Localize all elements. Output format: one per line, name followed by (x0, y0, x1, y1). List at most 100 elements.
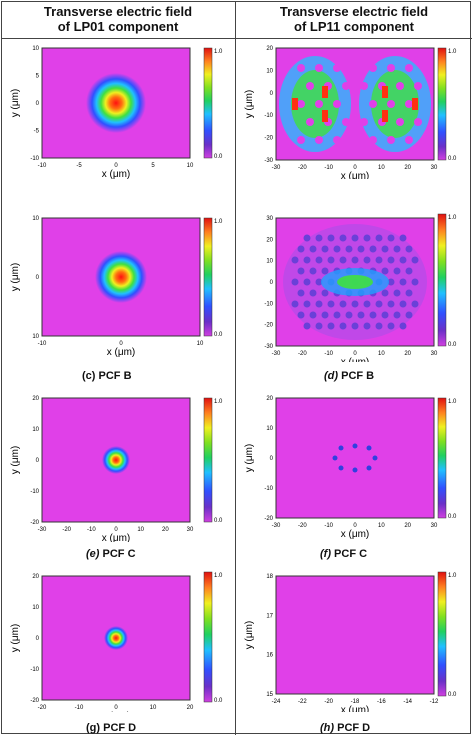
air-hole (309, 245, 317, 253)
x-axis-label: x (μm) (107, 347, 136, 358)
y-tick-label: 0 (270, 456, 274, 462)
y-tick-label: 20 (266, 396, 273, 402)
air-hole (352, 443, 358, 449)
air-hole (387, 64, 395, 72)
x-tick-label: -30 (272, 165, 281, 171)
x-axis-label: x (μm) (102, 169, 131, 179)
x-tick-label: -20 (62, 527, 71, 533)
air-hole (369, 245, 377, 253)
field-panel-8: 1.0 0.0 18 17 16 15 -24 -22 -20 -18 -16 -14 -12 x (μm… (238, 568, 463, 734)
x-tick-label: -24 (272, 699, 281, 705)
field-panel-5: 1.0 0.0 20 10 0 -10 -20 -30 -20 -10 0 10 20 30 x (μm) y… (4, 390, 229, 560)
panel-caption: (f) PCF C (320, 548, 367, 560)
colorbar-min-label: 0.0 (214, 154, 223, 160)
air-hole (303, 256, 311, 264)
y-axis-label: y (μm) (10, 446, 21, 475)
y-tick-label: 16 (266, 653, 273, 659)
air-hole (405, 289, 413, 297)
air-hole (369, 311, 377, 319)
air-hole (399, 322, 407, 330)
air-hole (387, 322, 395, 330)
air-hole (303, 300, 311, 308)
field-plot-svg: 1.0 0.0 30 20 10 0 -10 -20 -30-30 -20 -10 0 10 20 30 x … (264, 213, 457, 368)
mode-hotspot (382, 110, 388, 122)
air-hole (309, 311, 317, 319)
x-tick-label: 10 (137, 527, 144, 533)
field-panel-2: 1.0 0.0 20 10 0 -10 -20 -30 -30 -20 -10 0 10 20 30 x (μ… (238, 40, 463, 236)
air-hole (315, 100, 323, 108)
colorbar (203, 397, 213, 523)
air-hole (306, 118, 314, 126)
x-tick-label: -10 (38, 341, 47, 347)
air-hole (291, 278, 299, 286)
y-tick-label: 20 (266, 46, 273, 52)
x-axis-label: x (μm) (102, 533, 131, 542)
mode-hotspot (382, 86, 388, 98)
air-hole (399, 278, 407, 286)
air-hole (333, 64, 341, 72)
header-divider (2, 38, 472, 39)
x-tick-label: -10 (87, 527, 96, 533)
air-hole (297, 311, 305, 319)
panel-caption: (d) PCF B (324, 370, 374, 382)
air-hole (396, 82, 404, 90)
air-hole (333, 311, 341, 319)
colorbar-max-label: 1.0 (214, 573, 223, 579)
air-hole (303, 322, 311, 330)
x-tick-label: -10 (75, 705, 84, 711)
air-hole (297, 245, 305, 253)
air-hole (339, 300, 347, 308)
y-tick-label: 0 (36, 636, 40, 642)
panel-caption: (g) PCF D (86, 722, 136, 734)
y-tick-label: 10 (32, 46, 39, 52)
air-hole (360, 82, 368, 90)
air-hole (315, 136, 323, 144)
air-hole (321, 245, 329, 253)
air-hole (369, 136, 377, 144)
panel-name: PCF C (331, 548, 368, 560)
y-tick-label: 10 (32, 427, 39, 433)
air-hole (405, 267, 413, 275)
mode-lobe-core (337, 275, 373, 289)
air-hole (315, 300, 323, 308)
panel-letter: (d) (324, 370, 339, 382)
air-hole (309, 289, 317, 297)
air-hole (332, 455, 338, 461)
air-hole (291, 300, 299, 308)
air-hole (381, 311, 389, 319)
colorbar (203, 571, 213, 703)
air-hole (303, 278, 311, 286)
air-hole (393, 245, 401, 253)
air-hole (414, 118, 422, 126)
y-tick-label: 10 (32, 334, 39, 340)
y-tick-label: 10 (32, 216, 39, 222)
air-hole (303, 234, 311, 242)
air-hole (381, 245, 389, 253)
x-tick-label: 0 (114, 705, 118, 711)
panel-caption: (h) PCF D (320, 722, 370, 734)
y-tick-label: 20 (266, 237, 273, 243)
air-hole (357, 311, 365, 319)
y-tick-label: 30 (266, 216, 273, 222)
colorbar (203, 47, 213, 159)
x-tick-label: -30 (272, 523, 281, 529)
y-tick-label: 0 (36, 275, 40, 281)
colorbar-max-label: 1.0 (448, 573, 457, 579)
mode-spot (102, 446, 130, 474)
air-hole (411, 300, 419, 308)
x-tick-label: -30 (272, 351, 281, 357)
y-axis-label: y (μm) (244, 90, 255, 119)
x-axis-label: x (μm) (341, 171, 370, 179)
panel-letter: (g) (86, 722, 101, 734)
column-header-lp11: Transverse electric field of LP11 compon… (238, 4, 470, 34)
colorbar-min-label: 0.0 (214, 698, 223, 704)
air-hole (351, 136, 359, 144)
air-hole (405, 136, 413, 144)
panel-letter: (h) (320, 722, 335, 734)
y-tick-label: 0 (270, 91, 274, 97)
header-line: Transverse electric field (279, 4, 429, 19)
y-axis-label: y (μm) (10, 263, 21, 292)
header-line: Transverse electric field (43, 4, 193, 19)
